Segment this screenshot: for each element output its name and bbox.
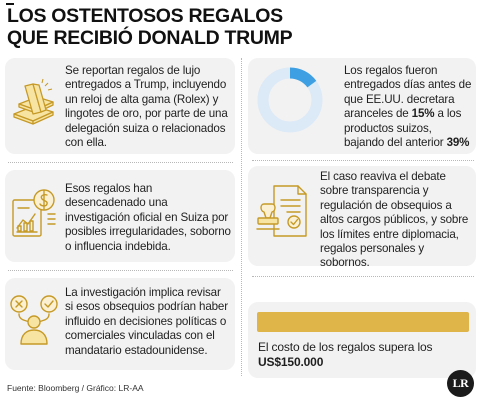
donut-highlight-segment [289,67,317,88]
investigation-text: Esos regalos han desencadenado una inves… [65,182,231,253]
gifts-text: Se reportan regalos de lujo entregados a… [65,64,228,150]
card-review: La investigación implica revisar si esos… [5,278,235,370]
page-title: LOS OSTENTOSOS REGALOS QUE RECIBIÓ DONAL… [7,5,307,49]
review-text: La investigación implica revisar si esos… [65,286,228,357]
divider [241,58,242,376]
gold-bars-icon [13,78,54,125]
title-rule [6,3,14,5]
divider [252,160,474,161]
cost-gold-bar [257,312,469,332]
tariffs-text-before: Los regalos fueron entregados días antes… [344,64,472,121]
new-tariff-rate: 15% [411,107,435,121]
title-line-2: QUE RECIBIÓ DONALD TRUMP [7,27,293,49]
card-investigation: Esos regalos han desencadenado una inves… [5,170,235,262]
card-gifts: Se reportan regalos de lujo entregados a… [5,58,235,154]
source-note: Fuente: Bloomberg / Gráfico: LR-AA [7,383,144,393]
tariffs-text: Los regalos fueron entregados días antes… [344,64,472,150]
cost-text: El costo de los regalos supera los US$15… [258,340,468,370]
card-debate: El caso reaviva el debate sobre transpar… [248,166,476,269]
financial-report-icon [12,189,56,237]
divider [8,162,233,163]
title-line-1: LOS OSTENTOSOS REGALOS [7,5,283,27]
old-tariff-rate: 39% [446,136,470,150]
decision-person-icon [10,295,58,345]
stamp-document-icon [256,185,307,237]
tariffs-text-middle: a los productos suizos, bajando del ante… [344,107,462,150]
debate-text: El caso reaviva el debate sobre transpar… [320,170,469,270]
cost-text-before: El costo de los regalos supera los [258,340,433,354]
lr-logo-badge: LR [447,370,474,397]
card-tariffs: Los regalos fueron entregados días antes… [248,58,476,154]
divider [252,276,474,277]
cost-amount: US$150.000 [258,355,324,369]
donut-chart-icon [257,67,323,133]
divider [8,270,233,271]
